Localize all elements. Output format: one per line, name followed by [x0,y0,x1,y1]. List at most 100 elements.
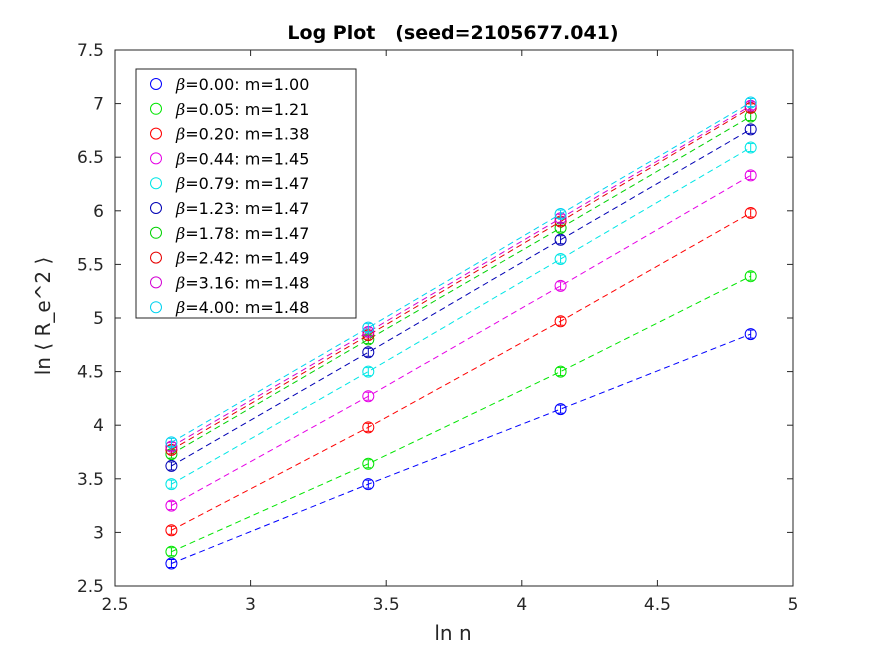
legend-marker [150,177,162,190]
series-fit-line [171,147,751,485]
y-tick-label: 4 [93,416,104,436]
y-tick-label: 6.5 [77,148,104,168]
x-tick-label: 4 [516,595,527,615]
x-tick-label: 3 [245,595,256,615]
data-point [744,141,757,154]
legend-marker [150,301,162,314]
series-9 [165,96,757,449]
data-point [554,315,567,328]
data-point [165,478,178,491]
data-point [165,436,178,449]
legend-marker [150,226,162,239]
legend-entry: β=2.42: m=1.49 [175,249,309,268]
legend-label: =0.44: m=1.45 [185,149,309,168]
legend-marker [150,251,162,264]
series-fit-line [171,174,751,507]
data-point [744,270,757,283]
data-point [362,365,375,378]
legend-label: =0.79: m=1.47 [185,174,309,193]
legend-entry: β=3.16: m=1.48 [175,273,309,292]
legend-label: =0.05: m=1.21 [185,100,309,119]
legend-beta-symbol: β [175,75,185,94]
data-point [165,545,178,558]
legend-entry: β=1.78: m=1.47 [175,224,309,243]
series-fit-line [171,128,751,467]
y-tick-label: 4.5 [77,363,104,383]
data-point [744,123,757,136]
series-layer [165,96,757,570]
legend-beta-symbol: β [175,249,185,268]
series-4 [165,141,757,491]
legend-beta-symbol: β [175,149,185,168]
data-point [554,403,567,416]
y-tick-label: 3 [93,523,104,543]
y-tick-label: 5.5 [77,255,104,275]
data-point [744,206,757,219]
data-point [362,346,375,359]
x-tick-label: 4.5 [644,595,671,615]
data-point [165,524,178,537]
data-point [362,421,375,434]
legend-beta-symbol: β [175,199,185,218]
data-point [744,328,757,341]
series-fit-line [171,212,751,531]
legend-marker [150,127,162,140]
legend-marker [150,78,162,90]
legend-label: =3.16: m=1.48 [185,273,309,292]
legend-marker [150,152,162,165]
legend-beta-symbol: β [175,273,185,292]
y-tick-label: 3.5 [77,470,104,490]
legend-box [135,68,357,319]
legend-marker [150,102,162,115]
y-tick-label: 6 [93,202,104,222]
legend-label: =4.00: m=1.48 [185,298,309,317]
legend-label: =0.20: m=1.38 [185,125,309,144]
legend-entry: β=0.79: m=1.47 [175,174,309,193]
series-3 [165,169,757,512]
series-fit-line [171,105,751,448]
y-tick-label: 5 [93,309,104,329]
legend-label: =1.23: m=1.47 [185,199,309,218]
data-point [554,208,567,221]
series-fit-line [171,333,751,564]
legend-beta-symbol: β [175,100,185,119]
series-fit-line [171,116,751,455]
data-point [362,457,375,470]
data-point [554,233,567,246]
chart-title: Log Plot (seed=2105677.041) [287,22,618,44]
legend-entry: β=1.23: m=1.47 [175,199,309,218]
data-point [362,390,375,403]
legend-beta-symbol: β [175,174,185,193]
data-point [165,557,178,570]
data-point [554,279,567,292]
legend-beta-symbol: β [175,224,185,243]
data-point [744,96,757,109]
axis-ticks: 2.5 3 3.5 4 4.5 5 2.5 3 3.5 4 4.5 5 5.5 6 6.5 7 7.5 [77,41,798,615]
legend-marker [150,276,162,289]
series-2 [165,206,757,537]
y-axis-label: ln ⟨ R_e^2 ⟩ [31,257,55,376]
legend-entry: β=0.00: m=1.00 [175,75,309,94]
legend-beta-symbol: β [175,298,185,317]
y-tick-label: 7.5 [77,41,104,61]
series-fit-line [171,275,751,553]
y-tick-label: 2.5 [77,577,104,597]
x-tick-label: 3.5 [373,595,400,615]
data-point [165,499,178,512]
legend-entry: β=0.20: m=1.38 [175,125,309,144]
legend-label: =0.00: m=1.00 [185,75,309,94]
data-point [744,169,757,182]
data-point [554,253,567,266]
legend: β=0.00: m=1.00β=0.05: m=1.21β=0.20: m=1.… [135,68,357,319]
legend-marker [150,202,162,214]
series-fit-line [171,102,751,443]
series-fit-line [171,107,751,451]
y-tick-label: 7 [93,95,104,115]
x-tick-label: 2.5 [101,595,128,615]
legend-beta-symbol: β [175,125,185,144]
data-point [554,365,567,378]
legend-label: =2.42: m=1.49 [185,249,309,268]
series-1 [165,270,757,558]
legend-label: =1.78: m=1.47 [185,224,309,243]
x-tick-label: 5 [788,595,799,615]
